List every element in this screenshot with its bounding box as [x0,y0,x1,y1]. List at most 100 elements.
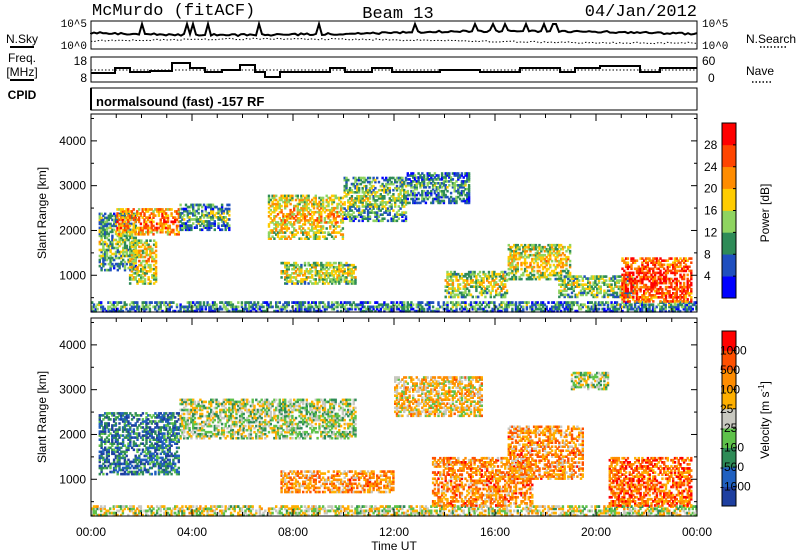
echo-cell [285,261,289,265]
echo-cell [543,309,547,313]
echo-cell [111,240,114,244]
echo-cell [309,213,312,216]
echo-cell [305,206,308,210]
echo-cell [285,202,289,206]
echo-cell [428,186,431,189]
echo-cell [168,307,171,311]
echo-cell [433,191,437,195]
echo-cell [462,301,465,304]
echo-cell [601,303,604,307]
echo-cell [368,201,372,204]
echo-cell [458,307,462,311]
echo-cell [113,266,116,270]
echo-cell [455,189,458,193]
echo-cell [406,305,409,309]
echo-cell [211,207,215,211]
echo-cell [102,252,105,256]
echo-cell [356,184,359,188]
echo-cell [348,217,352,220]
echo-cell [467,191,471,195]
echo-cell [430,309,433,313]
echo-cell [635,309,639,313]
echo-cell [265,307,269,311]
echo-cell [303,270,307,273]
echo-cell [325,272,328,275]
echo-cell [311,204,314,208]
echo-cell [104,222,107,226]
echo-cell [163,303,166,307]
echo-cell [190,307,193,311]
echo-cell [267,233,271,236]
echo-cell [357,195,361,198]
echo-cell [138,239,141,242]
echo-cell [307,221,310,224]
echo-cell [118,252,121,256]
echo-cell [327,303,330,307]
echo-cell [134,216,137,219]
echo-cell [134,228,137,232]
echo-cell [146,216,150,219]
echo-cell [621,301,624,304]
echo-cell [100,266,103,270]
echo-cell [334,227,337,230]
echo-cell [347,274,350,277]
echo-cell [249,301,253,304]
echo-cell [204,226,207,229]
echo-cell [491,309,494,313]
echo-cell [321,208,325,212]
echo-cell [210,216,213,219]
echo-cell [151,276,154,279]
echo-cell [120,212,123,216]
echo-cell [118,218,121,222]
echo-cell [168,305,171,309]
echo-cell [149,251,152,255]
echo-cell [397,213,400,216]
echo-cell [109,240,112,244]
echo-cell [309,303,312,307]
echo-cell [383,201,386,204]
echo-cell [587,307,590,311]
echo-cell [428,180,431,183]
echo-cell [406,178,409,181]
echo-cell [296,303,299,307]
echo-cell [332,213,336,216]
echo-cell [316,272,319,275]
echo-cell [475,309,478,313]
echo-cell [293,233,296,236]
echo-cell [338,267,341,271]
echo-cell [318,303,321,307]
echo-cell [549,277,552,281]
echo-cell [116,226,119,230]
echo-cell [307,261,310,265]
echo-cell [567,309,570,313]
echo-cell [114,238,118,242]
echo-cell [226,301,229,304]
echo-cell [302,280,305,283]
echo-cell [574,309,577,313]
echo-cell [298,309,301,313]
echo-cell [147,245,150,249]
echo-cell [278,229,281,232]
echo-cell [149,265,152,269]
echo-cell [345,215,348,218]
echo-cell [114,305,117,309]
echo-cell [383,184,386,188]
echo-cell [693,303,696,307]
echo-cell [361,203,364,206]
echo-cell [435,307,438,311]
echo-cell [635,301,639,304]
echo-cell [204,207,207,211]
echo-cell [320,210,323,214]
echo-cell [289,263,292,267]
echo-cell [320,227,323,230]
echo-cell [177,224,180,228]
echo-cell [137,230,141,234]
echo-cell [462,197,465,201]
echo-cell [280,225,283,228]
echo-cell [366,191,370,194]
echo-cell [302,274,305,277]
echo-cell [352,282,355,285]
echo-cell [228,303,231,307]
echo-cell [323,307,327,311]
echo-cell [558,303,561,307]
